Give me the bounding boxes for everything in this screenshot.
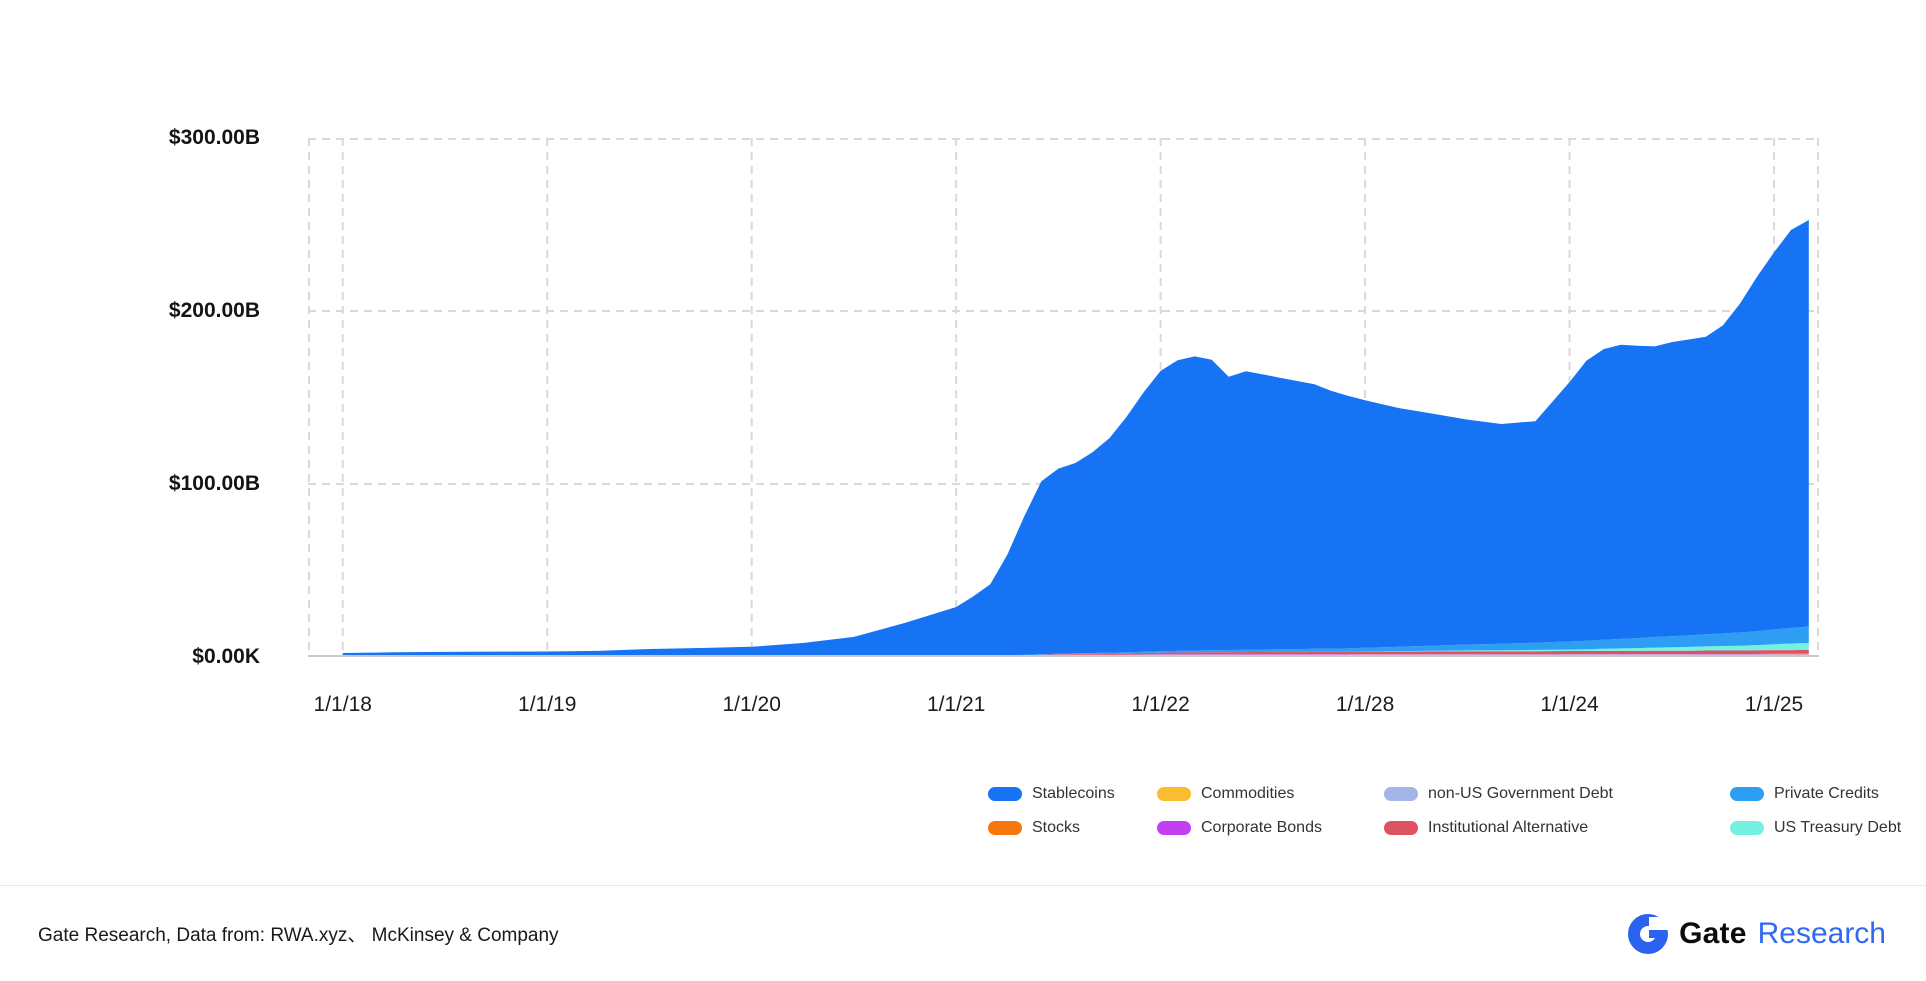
legend-swatch-icon [988, 787, 1022, 801]
x-tick-label: 1/1/25 [1744, 693, 1804, 716]
area-institutional-alternative [342, 649, 1809, 657]
x-tick-label: 1/1/19 [518, 693, 577, 716]
legend-item-commodities[interactable]: Commodities [1157, 782, 1384, 806]
legend-item-label: non-US Government Debt [1428, 785, 1613, 802]
legend-item-institutional-alternative[interactable]: Institutional Alternative [1384, 816, 1730, 840]
gate-logo-icon [1628, 913, 1671, 954]
legend-swatch-icon [1384, 821, 1418, 835]
x-tick-label: 1/1/20 [722, 693, 781, 716]
x-tick-label: 1/1/18 [313, 693, 372, 716]
data-source-text: Gate Research, Data from: RWA.xyz、 McKin… [38, 925, 559, 946]
legend-item-label: Commodities [1201, 785, 1295, 802]
chart-legend: Stablecoins Commodities non-US Government … [988, 782, 1901, 840]
legend-item-label: Institutional Alternative [1428, 819, 1589, 836]
legend-item-stablecoins[interactable]: Stablecoins [988, 782, 1157, 806]
legend-swatch-icon [1157, 821, 1191, 835]
legend-swatch-icon [1730, 787, 1764, 801]
x-tick-label: 1/1/24 [1540, 693, 1599, 716]
legend-item-non-us-government-debt[interactable]: non-US Government Debt [1384, 782, 1730, 806]
legend-item-label: Private Credits [1774, 785, 1879, 802]
y-tick-label: $200.00B [168, 299, 260, 322]
legend-item-label: US Treasury Debt [1774, 819, 1902, 836]
chart-plot-canvas[interactable] [308, 138, 1819, 657]
legend-swatch-icon [1384, 787, 1418, 801]
brand-name: Gate [1679, 916, 1747, 950]
legend-item-label: Stocks [1032, 819, 1081, 836]
footer-divider [0, 885, 1926, 886]
brand-suffix: Research [1757, 916, 1886, 950]
legend-item-label: Corporate Bonds [1201, 819, 1322, 836]
legend-swatch-icon [1157, 787, 1191, 801]
legend-item-stocks[interactable]: Stocks [988, 816, 1157, 840]
area-stablecoins [342, 220, 1809, 657]
area-private-credits [342, 626, 1809, 657]
x-axis: 1/1/18 1/1/19 1/1/20 1/1/21 1/1/22 1/1/28 1/1/… [0, 692, 1926, 724]
y-tick-label: $300.00B [168, 126, 260, 149]
y-tick-label: $0.00K [192, 645, 260, 668]
rwa-stacked-area-chart: $300.00B $200.00B $100.00B $0.00K 1/1/18 1/1… [0, 126, 1926, 840]
x-tick-label: 1/1/22 [1131, 693, 1190, 716]
y-tick-label: $100.00B [168, 472, 260, 495]
x-tick-label: 1/1/21 [926, 693, 986, 716]
x-tick-label: 1/1/28 [1335, 693, 1395, 716]
brand: Gate Research [1626, 912, 1886, 956]
legend-swatch-icon [988, 821, 1022, 835]
legend-item-private-credits[interactable]: Private Credits [1730, 782, 1901, 806]
legend-swatch-icon [1730, 821, 1764, 835]
area-non-us-government-debt [342, 653, 1809, 657]
legend-item-us-treasury-debt[interactable]: US Treasury Debt [1730, 816, 1901, 840]
legend-item-corporate-bonds[interactable]: Corporate Bonds [1157, 816, 1384, 840]
legend-item-label: Stablecoins [1032, 785, 1115, 802]
footer: Gate Research, Data from: RWA.xyz、 McKin… [0, 886, 1926, 981]
